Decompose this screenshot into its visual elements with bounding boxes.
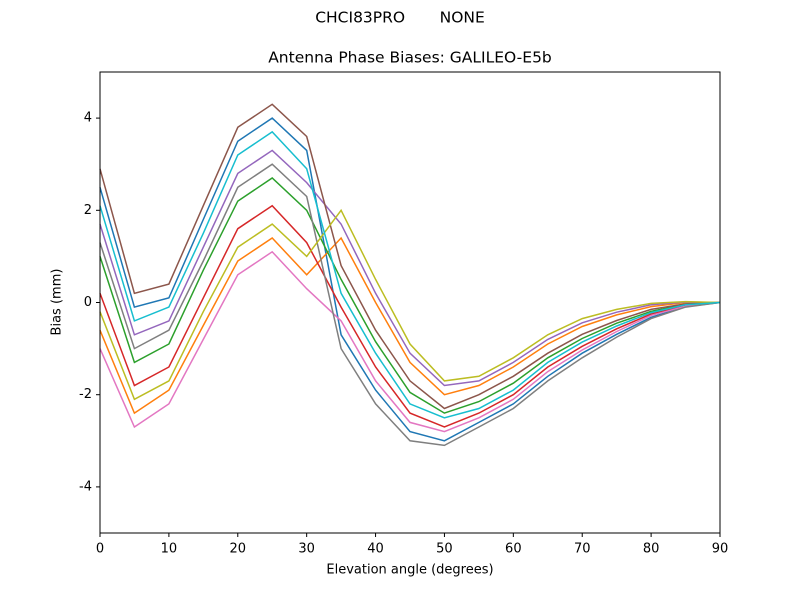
series-line — [99, 149, 721, 387]
y-tick-label: -4 — [79, 479, 92, 494]
y-tick-label: -2 — [79, 387, 92, 402]
x-tick-label: 50 — [436, 542, 453, 557]
x-tick-label: 70 — [574, 542, 591, 557]
series-line — [99, 103, 721, 410]
series-line — [99, 163, 721, 447]
y-tick-label: 2 — [84, 203, 92, 218]
series-line — [99, 236, 720, 415]
y-tick-label: 0 — [84, 295, 92, 310]
x-tick-label: 80 — [643, 542, 660, 557]
x-tick-label: 90 — [712, 542, 729, 557]
x-tick-label: 0 — [96, 542, 104, 557]
series-line — [99, 250, 721, 433]
x-tick-label: 40 — [367, 542, 384, 557]
series-line — [99, 117, 721, 442]
x-tick-label: 60 — [505, 542, 522, 557]
chart-title: Antenna Phase Biases: GALILEO-E5b — [268, 49, 552, 67]
x-tick-label: 10 — [161, 542, 178, 557]
suptitle: CHCI83PRO NONE — [315, 9, 485, 27]
series-line — [99, 208, 721, 401]
x-tick-label: 20 — [230, 542, 247, 557]
x-axis-label: Elevation angle (degrees) — [326, 563, 493, 578]
y-axis-label: Bias (mm) — [50, 269, 65, 336]
series-line — [99, 204, 721, 428]
series-line — [99, 130, 721, 419]
y-tick-label: 4 — [84, 111, 92, 126]
series-line — [99, 177, 721, 414]
plot-frame — [99, 71, 721, 534]
x-tick-label: 30 — [298, 542, 315, 557]
